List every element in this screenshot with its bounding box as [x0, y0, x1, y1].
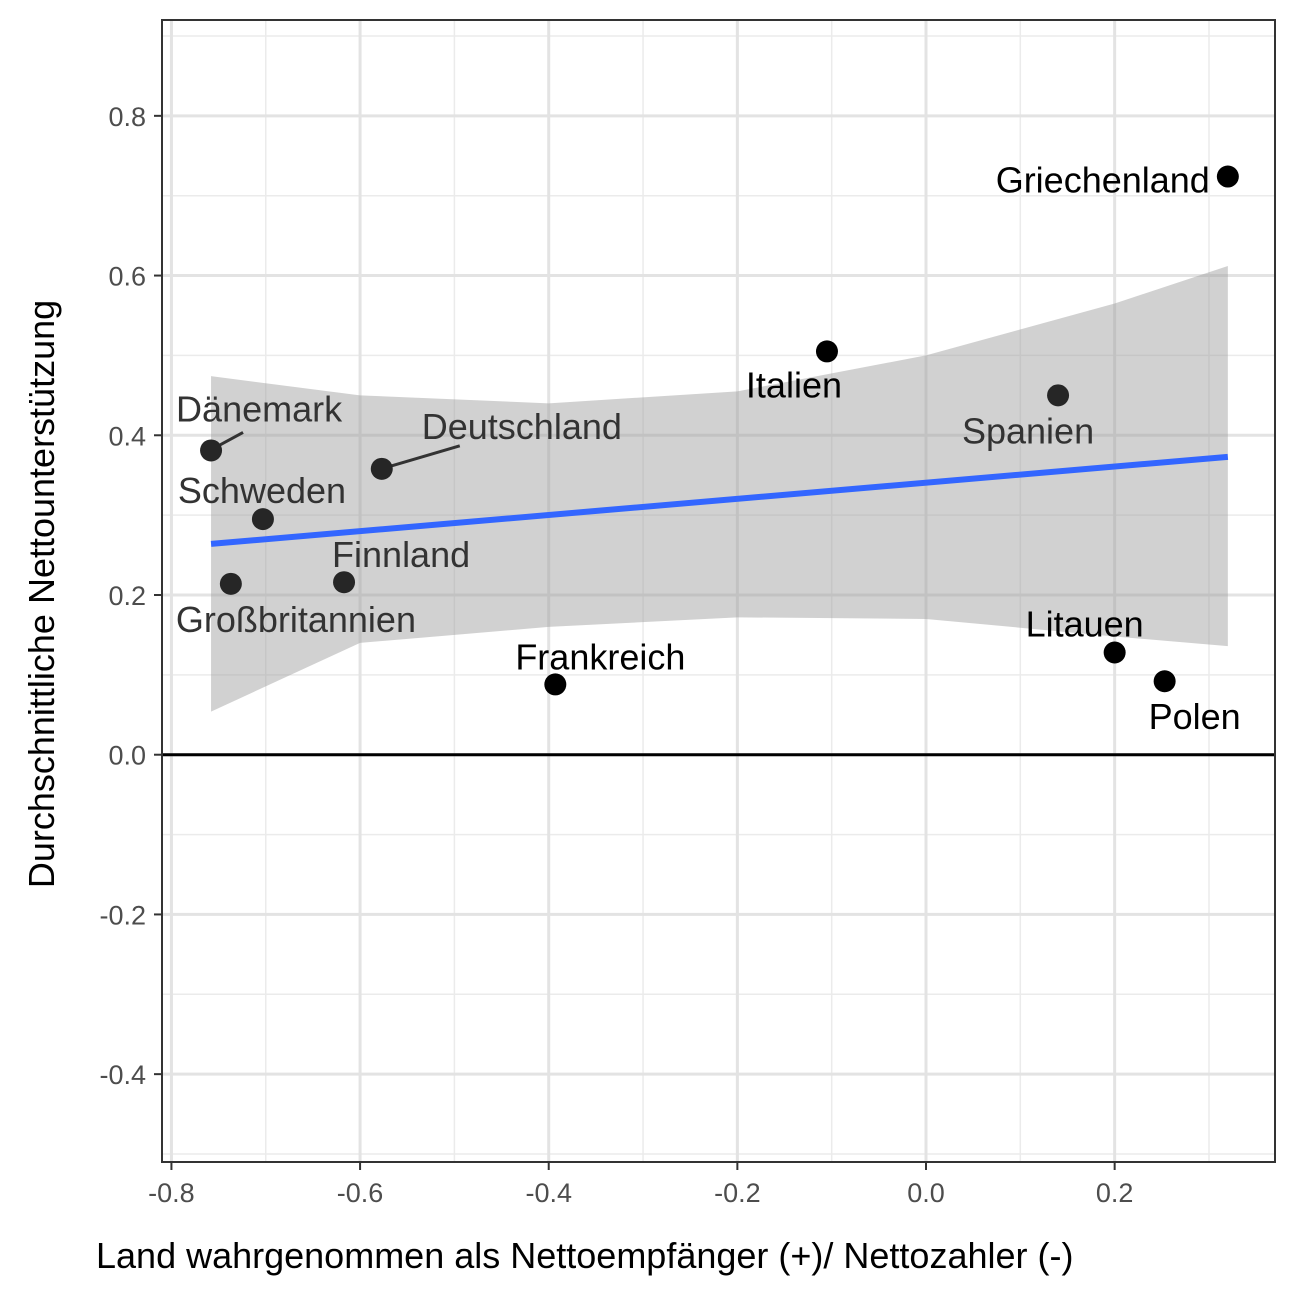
point-label: Polen	[1149, 696, 1241, 737]
x-tick-label: 0.2	[1096, 1178, 1134, 1208]
confidence-band-area	[211, 265, 1228, 712]
label-leader-line	[391, 444, 461, 468]
data-points	[200, 165, 1239, 696]
point-label: Griechenland	[996, 160, 1210, 201]
plot-border	[161, 19, 1276, 1163]
data-point	[544, 673, 567, 696]
point-labels: Griechenland Italien Spanien Dänemark Deutsc…	[176, 160, 1241, 738]
point-label: Deutschland	[422, 406, 622, 447]
confidence-band	[211, 265, 1228, 712]
data-point	[370, 457, 393, 480]
y-axis-title: Durchschnittliche Nettounterstützung	[21, 300, 62, 888]
data-point	[251, 508, 274, 531]
grid	[162, 20, 1275, 1162]
point-label: Dänemark	[176, 388, 343, 429]
point-label: Italien	[746, 364, 842, 405]
data-point	[1103, 641, 1126, 664]
data-point	[219, 572, 242, 595]
y-tick-label: -0.4	[99, 1060, 146, 1090]
y-tick-label: 0.0	[108, 741, 146, 771]
y-tick-label: 0.4	[108, 421, 146, 451]
y-axis-ticks: -0.4 -0.2 0.0 0.2 0.4 0.6 0.8	[99, 102, 162, 1090]
point-label: Schweden	[178, 470, 346, 511]
x-tick-label: -0.6	[337, 1178, 384, 1208]
label-leader-lines	[218, 431, 461, 468]
point-label: Spanien	[962, 410, 1094, 451]
point-label: Litauen	[1026, 603, 1144, 644]
data-point	[200, 439, 223, 462]
x-tick-label: -0.4	[525, 1178, 572, 1208]
y-tick-label: 0.6	[108, 262, 146, 292]
regression-line	[210, 453, 1229, 547]
y-tick-label: 0.8	[108, 102, 146, 132]
y-tick-label: 0.2	[108, 581, 146, 611]
x-axis-title: Land wahrgenommen als Nettoempfänger (+)…	[96, 1235, 1073, 1276]
data-point	[1216, 165, 1239, 188]
label-leader-line	[218, 431, 244, 447]
point-label: Finnland	[332, 534, 470, 575]
data-point	[333, 571, 356, 594]
point-label: Großbritannien	[176, 599, 416, 640]
regression-line-path	[210, 453, 1229, 547]
x-tick-label: 0.0	[907, 1178, 945, 1208]
x-tick-label: -0.8	[148, 1178, 195, 1208]
data-point	[1153, 670, 1176, 693]
data-point	[1047, 384, 1070, 407]
x-tick-label: -0.2	[714, 1178, 761, 1208]
x-axis-ticks: -0.8 -0.6 -0.4 -0.2 0.0 0.2	[148, 1162, 1133, 1208]
y-tick-label: -0.2	[99, 900, 146, 930]
data-point	[815, 340, 838, 363]
point-label: Frankreich	[515, 636, 685, 677]
